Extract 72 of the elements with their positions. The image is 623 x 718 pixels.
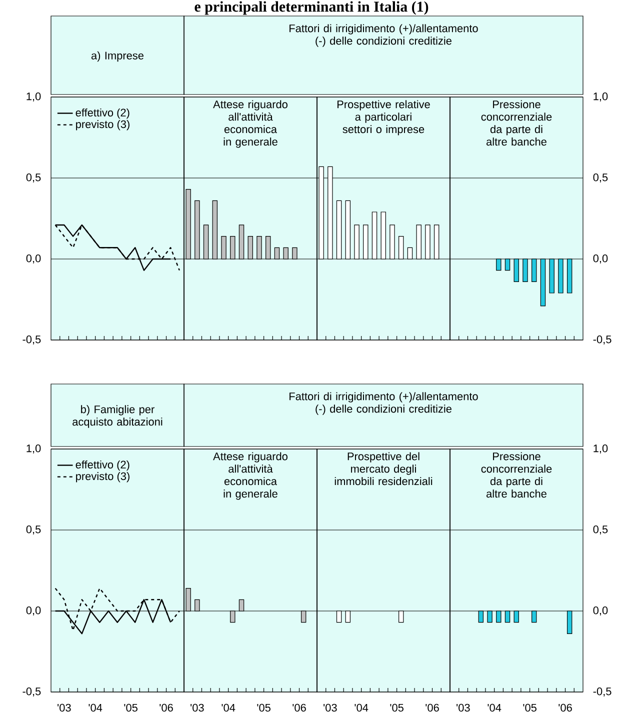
bar [230, 236, 236, 260]
bar [407, 247, 413, 260]
bar [398, 236, 404, 260]
bar [203, 224, 209, 260]
bar [283, 247, 288, 260]
bar [425, 224, 430, 260]
x-tick-label: '06 [558, 704, 572, 712]
text: Pressione concorrenziale da parte di altre banche [481, 452, 552, 498]
y-tick-label: 0,0 [593, 606, 608, 616]
legend-label: previsto (3) [76, 472, 130, 482]
x-tick-label: '03 [324, 704, 337, 712]
bar [221, 236, 226, 260]
x-tick-label: '03 [190, 704, 204, 712]
y-tick-label: -0,5 [22, 335, 41, 345]
bar [328, 166, 333, 260]
text: Pressione concorrenziale da parte di altre banche [481, 100, 552, 146]
y-tick-label: 1,0 [26, 444, 41, 454]
x-tick-label: '03 [456, 704, 470, 712]
legend-label: effettivo (2) [76, 460, 130, 471]
x-tick-label: '04 [354, 704, 368, 712]
x-tick-label: '04 [222, 704, 236, 712]
bar [372, 212, 378, 260]
text: Prospettive relative a particolari settori o imprese [338, 100, 430, 136]
x-tick-label: '05 [124, 704, 138, 712]
bar [354, 224, 360, 260]
text: Fattori di irrigidimento (+)/allentamento (-) delle condizioni creditizie [290, 392, 478, 415]
y-tick-label: -0,5 [22, 687, 41, 697]
bar [363, 224, 368, 260]
y-tick-label: 0,5 [593, 173, 608, 183]
chart-title: a) Imprese [91, 51, 144, 62]
bar [274, 247, 280, 260]
x-tick-label: '06 [160, 704, 173, 712]
y-tick-label: 0,0 [26, 254, 41, 264]
x-tick-label: '03 [58, 704, 71, 712]
text: Attese riguardo all'attività economica in generale [213, 100, 288, 148]
bar [238, 224, 244, 260]
x-tick-label: '05 [390, 704, 404, 712]
text: Prospettive del mercato degli immobili residenziali [334, 452, 432, 486]
bar [380, 212, 386, 260]
bar [336, 200, 342, 260]
y-tick-label: -0,5 [593, 335, 612, 345]
x-tick-label: '04 [88, 704, 102, 712]
x-tick-label: '06 [426, 704, 439, 712]
text: Fattori di irrigidimento (+)/allentamento (-) delle condizioni creditizie [290, 24, 478, 47]
bar [434, 224, 440, 260]
x-tick-label: '04 [488, 704, 502, 712]
y-tick-label: -0,5 [593, 687, 612, 697]
y-tick-label: 1,0 [26, 92, 41, 102]
bar [194, 200, 200, 260]
y-tick-label: 0,0 [26, 606, 41, 616]
bar [416, 224, 422, 260]
legend-label: previsto (3) [76, 120, 130, 130]
chart-title: b) Famiglie per acquisto abitazioni [72, 405, 162, 428]
bar [292, 247, 298, 260]
y-tick-label: 1,0 [594, 444, 608, 454]
y-tick-label: 1,0 [594, 92, 608, 102]
bar [212, 200, 218, 260]
bar [390, 224, 395, 260]
text: e principali determinanti in Italia (1) [194, 1, 428, 15]
bar [266, 236, 271, 260]
x-tick-label: '06 [292, 704, 306, 712]
bar [256, 236, 262, 260]
y-tick-label: 0,5 [593, 525, 608, 535]
x-tick-label: '05 [257, 704, 270, 712]
bar [248, 236, 253, 260]
x-tick-label: '05 [523, 704, 536, 712]
text: Attese riguardo all'attività economica in generale [213, 452, 288, 500]
bar [345, 200, 351, 260]
y-tick-label: 0,0 [593, 254, 608, 264]
y-tick-label: 0,5 [26, 525, 41, 535]
legend-label: effettivo (2) [76, 108, 130, 119]
y-tick-label: 0,5 [26, 173, 41, 183]
